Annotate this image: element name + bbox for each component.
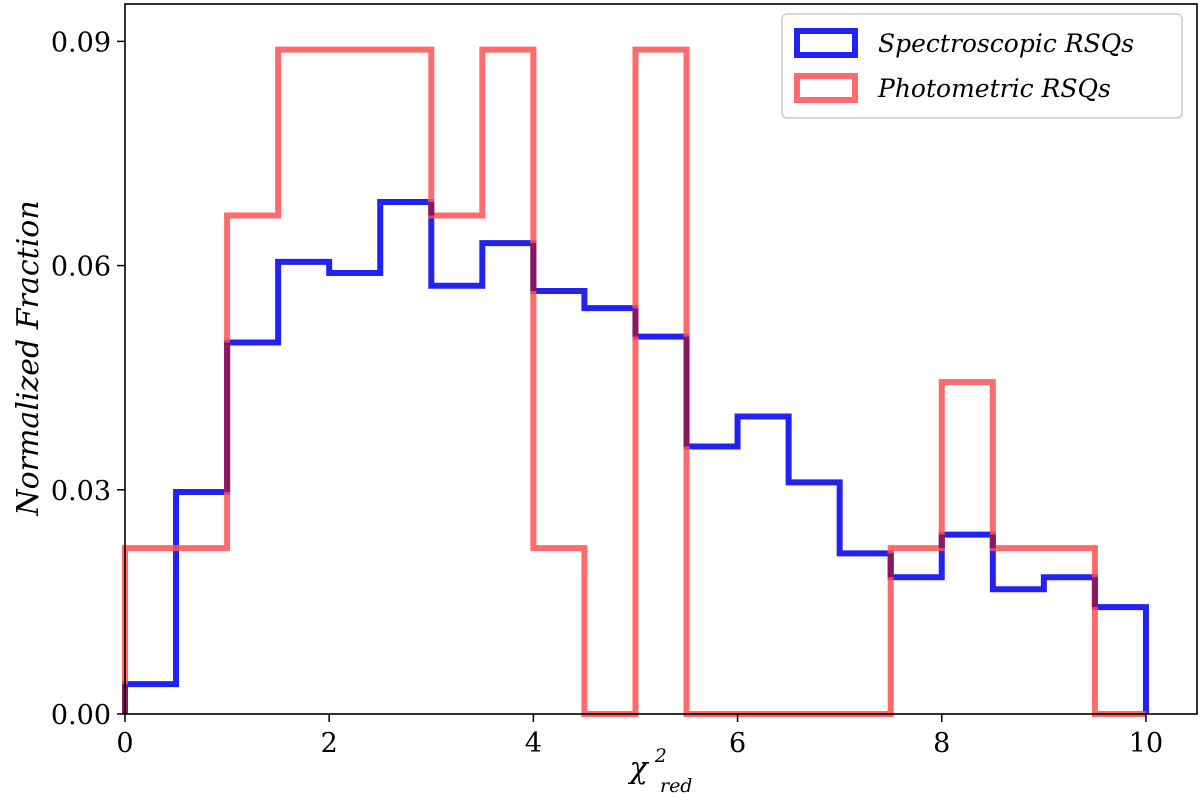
x-tick-label: 6 bbox=[729, 728, 746, 759]
y-tick-label: 0.00 bbox=[51, 700, 111, 731]
plot-background bbox=[125, 4, 1197, 714]
legend-label-photometric: Photometric RSQs bbox=[877, 74, 1111, 103]
legend-swatch-photometric bbox=[794, 73, 858, 103]
y-tick-label: 0.03 bbox=[51, 476, 111, 507]
x-tick-label: 4 bbox=[525, 728, 542, 759]
x-axis-title-sub: red bbox=[660, 775, 693, 797]
legend-box bbox=[781, 13, 1183, 119]
x-tick-label: 2 bbox=[321, 728, 338, 759]
x-tick-label: 10 bbox=[1129, 728, 1163, 759]
x-axis-title: χ 2 red bbox=[628, 745, 693, 797]
legend: Spectroscopic RSQs Photometric RSQs bbox=[781, 13, 1183, 119]
y-axis: 0.00 0.03 0.06 0.09 bbox=[51, 27, 125, 731]
x-axis: 0 2 4 6 8 10 bbox=[116, 714, 1163, 759]
x-axis-title-sup: 2 bbox=[654, 745, 667, 767]
plot-frame bbox=[124, 3, 1198, 715]
x-axis-title-base: χ bbox=[628, 751, 650, 786]
y-tick-label: 0.09 bbox=[51, 27, 111, 58]
legend-label-spectroscopic: Spectroscopic RSQs bbox=[878, 29, 1134, 58]
y-tick-label: 0.06 bbox=[51, 252, 111, 283]
x-tick-label: 0 bbox=[116, 728, 133, 759]
legend-swatch-spectroscopic bbox=[794, 28, 858, 58]
y-axis-title: Normalized Fraction bbox=[11, 200, 46, 516]
x-tick-label: 8 bbox=[933, 728, 950, 759]
